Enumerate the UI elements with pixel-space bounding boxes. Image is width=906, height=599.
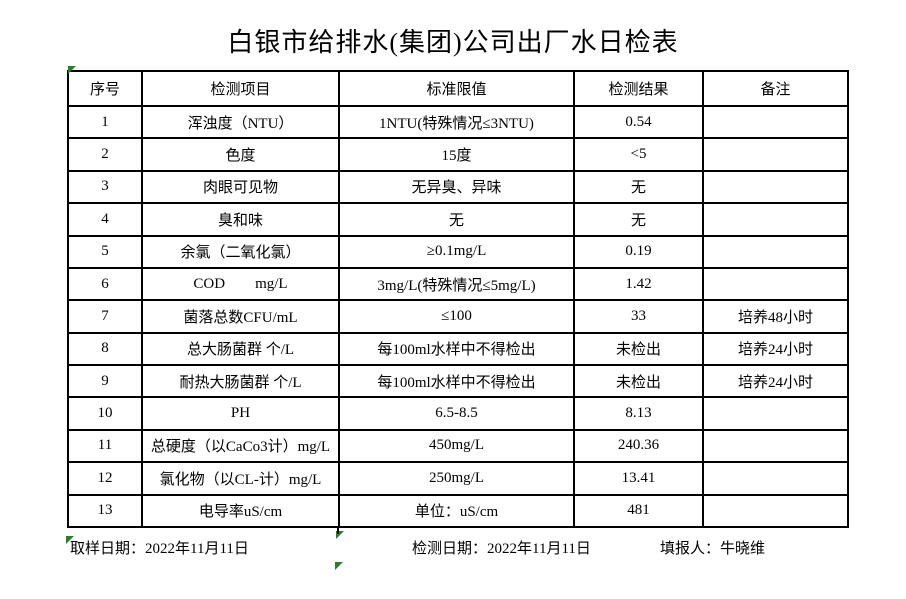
table-row: 11 总硬度（以CaCo3计）mg/L 450mg/L 240.36 <box>67 428 849 464</box>
row-number-cell: 1 <box>67 104 143 140</box>
limit-cell: ≥0.1mg/L <box>338 234 575 269</box>
table-row: 3 肉眼可见物 无异臭、异味 无 <box>67 169 849 205</box>
result-cell: 无 <box>573 169 704 205</box>
item-cell: 耐热大肠菌群 个/L <box>141 363 340 399</box>
remark-cell <box>702 104 849 140</box>
table-row: 7 菌落总数CFU/mL ≤100 33 培养48小时 <box>67 299 849 334</box>
result-cell: 33 <box>573 299 704 334</box>
col-header-item: 检测项目 <box>141 70 340 107</box>
result-cell: <5 <box>573 137 704 172</box>
result-cell: 481 <box>573 493 704 528</box>
row-number-cell: 5 <box>67 234 143 269</box>
remark-cell <box>702 202 849 237</box>
table-row: 12 氯化物（以CL-计）mg/L 250mg/L 13.41 <box>67 461 849 496</box>
remark-cell <box>702 234 849 269</box>
col-header-result: 检测结果 <box>573 70 704 107</box>
table-row: 1 浑浊度（NTU） 1NTU(特殊情况≤3NTU) 0.54 <box>67 104 849 140</box>
item-cell: 总硬度（以CaCo3计）mg/L <box>141 428 340 464</box>
remark-cell: 培养24小时 <box>702 363 849 399</box>
table-row: 5 余氯（二氧化氯） ≥0.1mg/L 0.19 <box>67 234 849 269</box>
limit-cell: 3mg/L(特殊情况≤5mg/L) <box>338 266 575 302</box>
table-row: 6 COD mg/L 3mg/L(特殊情况≤5mg/L) 1.42 <box>67 266 849 302</box>
remark-cell: 培养48小时 <box>702 299 849 334</box>
table-row: 8 总大肠菌群 个/L 每100ml水样中不得检出 未检出 培养24小时 <box>67 331 849 367</box>
sampling-date-text: 取样日期：2022年11月11日 <box>70 541 249 557</box>
result-cell: 0.19 <box>573 234 704 269</box>
remark-cell <box>702 137 849 172</box>
table-row: 2 色度 15度 <5 <box>67 137 849 172</box>
result-cell: 8.13 <box>573 396 704 431</box>
remark-cell <box>702 396 849 431</box>
result-cell: 0.54 <box>573 104 704 140</box>
remark-cell <box>702 169 849 205</box>
item-cell: COD mg/L <box>141 266 340 302</box>
remark-cell <box>702 461 849 496</box>
col-header-remark: 备注 <box>702 70 849 107</box>
remark-cell <box>702 493 849 528</box>
limit-cell: 1NTU(特殊情况≤3NTU) <box>338 104 575 140</box>
row-number-cell: 8 <box>67 331 143 367</box>
result-cell: 未检出 <box>573 363 704 399</box>
table-row: 10 PH 6.5-8.5 8.13 <box>67 396 849 431</box>
test-date-text: 检测日期：2022年11月11日 <box>412 541 591 557</box>
row-number-cell: 10 <box>67 396 143 431</box>
limit-cell: ≤100 <box>338 299 575 334</box>
remark-cell <box>702 266 849 302</box>
limit-cell: 250mg/L <box>338 461 575 496</box>
row-number-cell: 6 <box>67 266 143 302</box>
limit-cell: 6.5-8.5 <box>338 396 575 431</box>
limit-cell: 无异臭、异味 <box>338 169 575 205</box>
limit-cell: 单位：uS/cm <box>338 493 575 528</box>
col-header-no: 序号 <box>67 70 143 107</box>
col-header-limit: 标准限值 <box>338 70 575 107</box>
table-row: 9 耐热大肠菌群 个/L 每100ml水样中不得检出 未检出 培养24小时 <box>67 363 849 399</box>
table-header-row: 序号 检测项目 标准限值 检测结果 备注 <box>67 70 849 107</box>
item-cell: 肉眼可见物 <box>141 169 340 205</box>
row-number-cell: 3 <box>67 169 143 205</box>
page-title: 白银市给排水(集团)公司出厂水日检表 <box>227 28 679 57</box>
item-cell: 氯化物（以CL-计）mg/L <box>141 461 340 496</box>
daily-inspection-table: 序号 检测项目 标准限值 检测结果 备注 1 浑浊度（NTU） 1NTU(特殊情… <box>67 70 849 528</box>
result-cell: 未检出 <box>573 331 704 367</box>
row-number-cell: 13 <box>67 493 143 528</box>
result-cell: 1.42 <box>573 266 704 302</box>
table-row: 13 电导率uS/cm 单位：uS/cm 481 <box>67 493 849 528</box>
item-cell: 电导率uS/cm <box>141 493 340 528</box>
item-cell: 臭和味 <box>141 202 340 237</box>
item-cell: 浑浊度（NTU） <box>141 104 340 140</box>
remark-cell <box>702 428 849 464</box>
green-triangle-icon <box>66 536 74 544</box>
grid-line-overhang <box>337 528 339 534</box>
item-cell: 总大肠菌群 个/L <box>141 331 340 367</box>
limit-cell: 每100ml水样中不得检出 <box>338 331 575 367</box>
table-row: 4 臭和味 无 无 <box>67 202 849 237</box>
row-number-cell: 7 <box>67 299 143 334</box>
item-cell: 色度 <box>141 137 340 172</box>
row-number-cell: 12 <box>67 461 143 496</box>
row-number-cell: 11 <box>67 428 143 464</box>
green-triangle-icon <box>68 66 76 74</box>
result-cell: 240.36 <box>573 428 704 464</box>
limit-cell: 每100ml水样中不得检出 <box>338 363 575 399</box>
row-number-cell: 9 <box>67 363 143 399</box>
result-cell: 无 <box>573 202 704 237</box>
item-cell: 菌落总数CFU/mL <box>141 299 340 334</box>
item-cell: 余氯（二氧化氯） <box>141 234 340 269</box>
green-triangle-icon <box>336 531 344 539</box>
row-number-cell: 2 <box>67 137 143 172</box>
reporter-text: 填报人：牛晓维 <box>660 541 766 557</box>
item-cell: PH <box>141 396 340 431</box>
result-cell: 13.41 <box>573 461 704 496</box>
remark-cell: 培养24小时 <box>702 331 849 367</box>
row-number-cell: 4 <box>67 202 143 237</box>
limit-cell: 15度 <box>338 137 575 172</box>
limit-cell: 450mg/L <box>338 428 575 464</box>
green-triangle-icon <box>335 562 343 570</box>
limit-cell: 无 <box>338 202 575 237</box>
table-body: 1 浑浊度（NTU） 1NTU(特殊情况≤3NTU) 0.54 2 色度 15度… <box>67 104 849 528</box>
